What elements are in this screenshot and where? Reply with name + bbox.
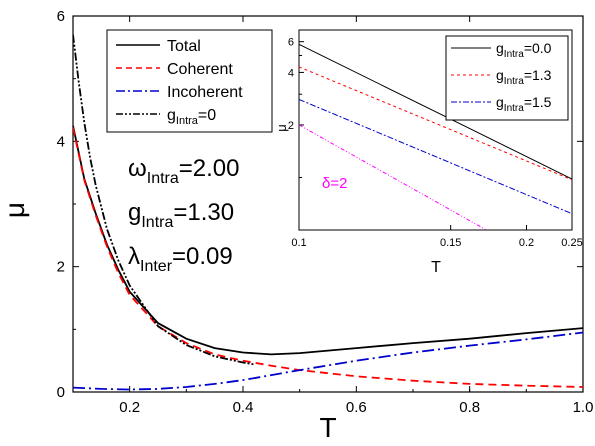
- main-x-tick-label-3: 0.8: [459, 399, 480, 416]
- main-y-tick-label-1: 2: [57, 259, 65, 276]
- inset-series-g-0-0: [299, 43, 572, 180]
- inset-legend-label-1: gIntra=1.3: [496, 67, 552, 87]
- main-x-axis-label: T: [319, 412, 336, 441]
- main-y-axis-label: μ: [0, 202, 30, 218]
- inset-series-g-1-5: [299, 98, 572, 215]
- main-y-tick-label-3: 6: [57, 8, 65, 25]
- series-incoherent: [73, 331, 583, 391]
- inset-x-tick-label-0: 0.1: [291, 237, 306, 249]
- inset-x-tick-label-2: 0.2: [519, 237, 534, 249]
- annotation-omega-intra: ωIntra=2.00: [128, 155, 240, 187]
- inset-annotation-delta: δ=2: [322, 175, 347, 192]
- main-legend-box: [106, 29, 273, 133]
- inset-y-tick-label-0: 2: [288, 120, 294, 132]
- inset-legend-box: [445, 35, 569, 121]
- main-x-tick-label-4: 1.0: [573, 399, 594, 416]
- inset-chart: 0.1 0.15 0.2 0.25 2 4 6 T μ gIntra=0.0 gIntra=…: [274, 29, 583, 276]
- main-x-tick-label-1: 0.4: [233, 399, 254, 416]
- legend-label-g-intra-zero: gIntra=0: [167, 107, 216, 127]
- annotation-g-intra: gIntra=1.30: [128, 199, 234, 231]
- inset-legend-label-2: gIntra=1.5: [496, 94, 552, 114]
- inset-y-tick-label-1: 4: [288, 67, 294, 79]
- inset-y-tick-label-2: 6: [288, 37, 294, 49]
- legend-label-total: Total: [167, 38, 201, 55]
- main-y-tick-label-0: 0: [57, 384, 65, 401]
- legend-label-coherent: Coherent: [167, 61, 233, 78]
- main-y-tick-label-2: 4: [57, 133, 65, 150]
- annotation-lambda-inter: λInter=0.09: [128, 243, 233, 275]
- inset-x-axis-label: T: [431, 259, 441, 276]
- main-x-tick-label-0: 0.2: [119, 399, 140, 416]
- legend-label-incoherent: Incoherent: [167, 84, 243, 101]
- inset-legend-label-0: gIntra=0.0: [496, 40, 552, 60]
- inset-series-g-1-3: [299, 66, 572, 181]
- inset-y-axis-label: μ: [274, 124, 289, 132]
- inset-x-tick-label-1: 0.15: [440, 237, 461, 249]
- main-legend: Total Coherent Incoherent gIntra=0: [106, 29, 273, 133]
- series-g-intra-zero: [73, 34, 255, 366]
- inset-x-tick-label-3: 0.25: [561, 237, 582, 249]
- inset-legend: gIntra=0.0 gIntra=1.3 gIntra=1.5: [445, 35, 569, 121]
- main-x-tick-label-2: 0.6: [346, 399, 367, 416]
